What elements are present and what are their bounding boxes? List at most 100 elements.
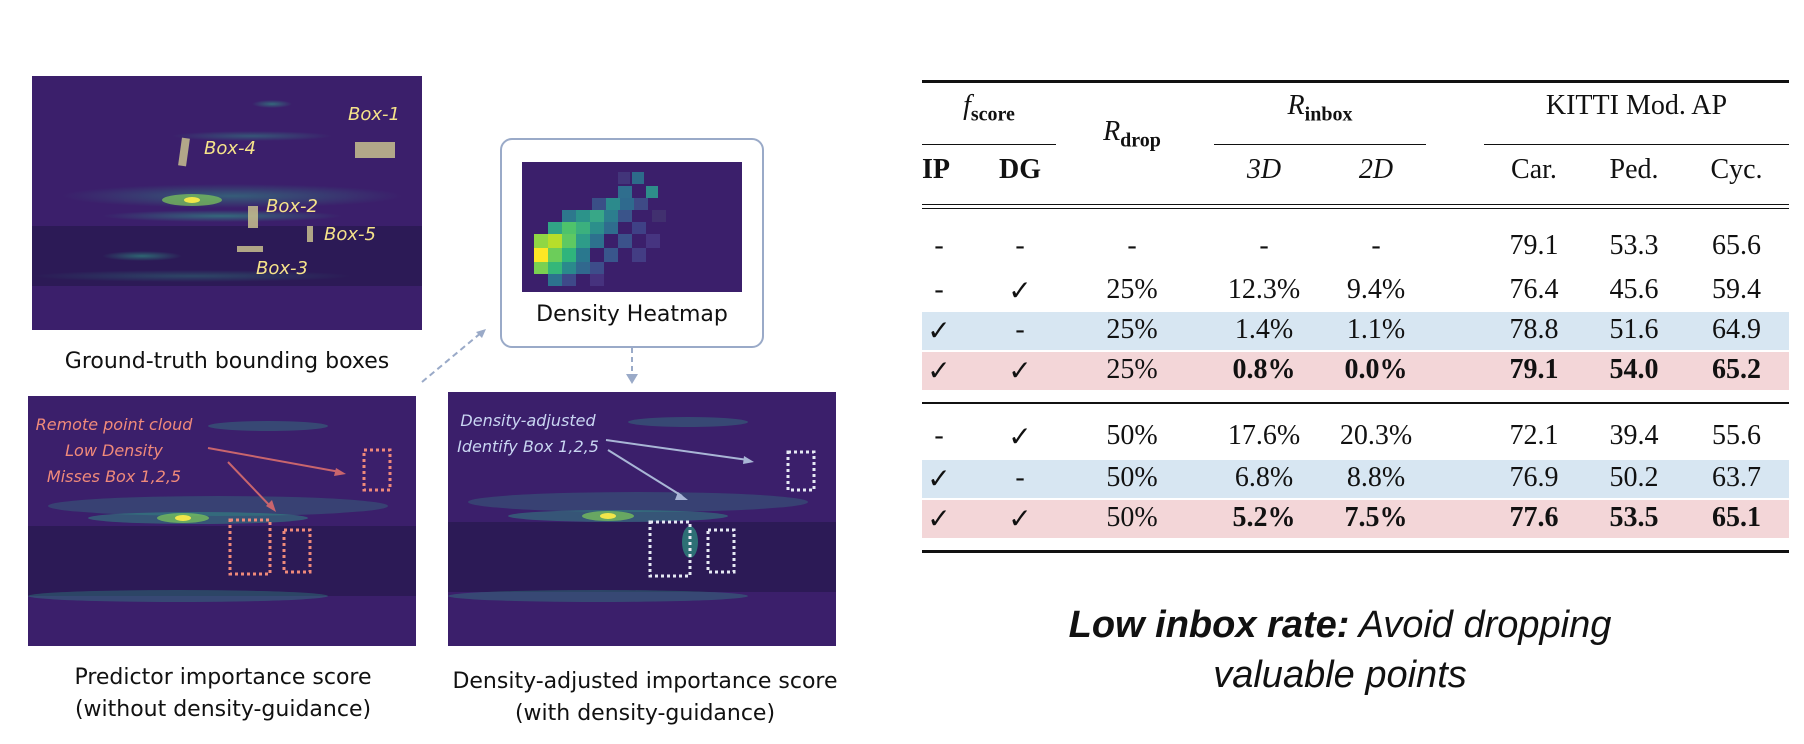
cell-rdrop: 25% (1106, 274, 1158, 305)
cell-car: 78.8 (1509, 314, 1559, 345)
row-bg-7 (922, 500, 1789, 538)
rdrop-subscript: drop (1120, 129, 1161, 152)
pred-note-line3: Misses Box 1,2,5 (46, 467, 182, 486)
cell-ped: 54.0 (1609, 354, 1659, 385)
header-rule-1 (922, 204, 1789, 205)
pred-note-line2: Low Density (65, 441, 163, 460)
subheader-dg: DG (999, 154, 1041, 185)
cell-inbox-3d: 1.4% (1234, 314, 1294, 345)
takeaway-line2: valuable points (1213, 654, 1467, 696)
cell-cyc: 65.1 (1712, 502, 1761, 533)
cell-ped: 53.3 (1609, 230, 1659, 261)
missed-box-5 (282, 528, 312, 574)
cell-inbox-2d: 7.5% (1344, 502, 1408, 533)
top-rule (922, 80, 1789, 83)
box-2-label: Box-2 (266, 196, 318, 217)
cell-inbox-2d: 1.1% (1346, 314, 1406, 345)
box-1-label: Box-1 (348, 104, 400, 125)
cell-cyc: 63.7 (1712, 462, 1761, 493)
gt-caption: Ground-truth bounding boxes (64, 349, 390, 374)
subheader-3d: 3D (1246, 154, 1282, 185)
cell-inbox-3d: 17.6% (1227, 420, 1301, 451)
header-rdrop: Rdrop (1072, 116, 1192, 153)
cell-cyc: 64.9 (1712, 314, 1761, 345)
pred-caption: Predictor importance score (without dens… (28, 662, 418, 726)
cell-inbox-2d: 9.4% (1346, 274, 1406, 305)
header-rule-2 (922, 208, 1789, 209)
kitti-underline (1484, 144, 1789, 145)
cell-dg: - (1015, 314, 1025, 345)
identified-box-5 (706, 528, 736, 574)
box-4-marker (178, 137, 190, 167)
cell-inbox-3d: 12.3% (1227, 274, 1301, 305)
subheader-cyc: Cyc. (1710, 154, 1763, 185)
cell-car: 76.9 (1509, 462, 1559, 493)
arrow-heatmap-to-adjusted (626, 348, 638, 384)
cell-ped: 39.4 (1609, 420, 1659, 451)
cell-ped: 53.5 (1609, 502, 1659, 533)
heatmap-grid (534, 172, 666, 286)
rinbox-symbol: R (1287, 90, 1305, 121)
cell-ped: 51.6 (1609, 314, 1659, 345)
adj-caption-line2: (with density-guidance) (514, 701, 776, 726)
header-kitti: KITTI Mod. AP (1545, 90, 1728, 121)
cell-ip: ✓ (927, 504, 951, 535)
rinbox-subscript: inbox (1304, 103, 1353, 126)
cell-inbox-2d: 8.8% (1346, 462, 1406, 493)
header-rinbox: Rinbox (1214, 90, 1426, 127)
takeaway-line1: Avoid dropping (1358, 604, 1612, 646)
density-heatmap-panel: Density Heatmap (500, 138, 764, 348)
cell-rdrop: 50% (1106, 462, 1158, 493)
cell-rdrop: 25% (1106, 354, 1158, 385)
point-cloud-render (448, 417, 836, 602)
cell-dg: ✓ (1008, 356, 1032, 387)
adj-caption: Density-adjusted importance score (with … (440, 666, 850, 730)
cell-dg: ✓ (1008, 422, 1032, 453)
cell-inbox-2d: 20.3% (1339, 420, 1413, 451)
subheader-2d: 2D (1358, 154, 1394, 185)
takeaway-bold: Low inbox rate: (1068, 604, 1350, 646)
cell-cyc: 59.4 (1712, 274, 1761, 305)
cell-cyc: 65.6 (1712, 230, 1761, 261)
adj-note-line2: Identify Box 1,2,5 (457, 437, 599, 456)
cell-car: 77.6 (1509, 502, 1559, 533)
cell-ip: - (934, 274, 944, 305)
cell-ped: 50.2 (1609, 462, 1659, 493)
cell-dg: ✓ (1008, 276, 1032, 307)
cell-car: 79.1 (1509, 230, 1559, 261)
adj-note-line1: Density-adjusted (460, 411, 596, 430)
density-heatmap (522, 162, 742, 292)
results-table: fscore Rdrop Rinbox KITTI Mod. AP IP DG … (922, 80, 1789, 553)
cell-car: 72.1 (1509, 420, 1559, 451)
subheader-ped: Ped. (1609, 154, 1659, 185)
cell-rdrop: 50% (1106, 502, 1158, 533)
cell-ip: ✓ (927, 316, 951, 347)
missed-box-1 (362, 448, 392, 492)
row-bg-6 (922, 460, 1789, 498)
point-cloud-render (28, 421, 416, 602)
pred-note-line1: Remote point cloud (35, 415, 193, 434)
mid-rule (922, 402, 1789, 404)
box-3-marker (237, 246, 263, 252)
box-4-label: Box-4 (204, 138, 256, 159)
cell-car: 79.1 (1509, 354, 1559, 385)
row-bg-3 (922, 312, 1789, 350)
cell-cyc: 65.2 (1712, 354, 1761, 385)
cell-ip: ✓ (927, 464, 951, 495)
point-cloud-render (32, 100, 422, 286)
box-2-marker (248, 206, 258, 228)
cell-inbox-3d: 6.8% (1234, 462, 1294, 493)
cell-rdrop: 25% (1106, 314, 1158, 345)
predictor-score-visualization: Remote point cloud Low Density Misses Bo… (28, 396, 416, 646)
fscore-subscript: score (970, 103, 1015, 126)
pred-caption-line1: Predictor importance score (74, 665, 372, 690)
cell-inbox-3d: 0.8% (1232, 354, 1296, 385)
cell-cyc: 55.6 (1712, 420, 1761, 451)
arrow-gt-to-heatmap (421, 329, 486, 383)
subheader-ip: IP (922, 154, 950, 185)
cell-inbox-3d: 5.2% (1232, 502, 1296, 533)
pred-note: Remote point cloud Low Density Misses Bo… (34, 412, 194, 490)
missed-box-2 (228, 518, 272, 576)
box-1-marker (355, 142, 395, 158)
cell-ip: - (934, 230, 944, 261)
